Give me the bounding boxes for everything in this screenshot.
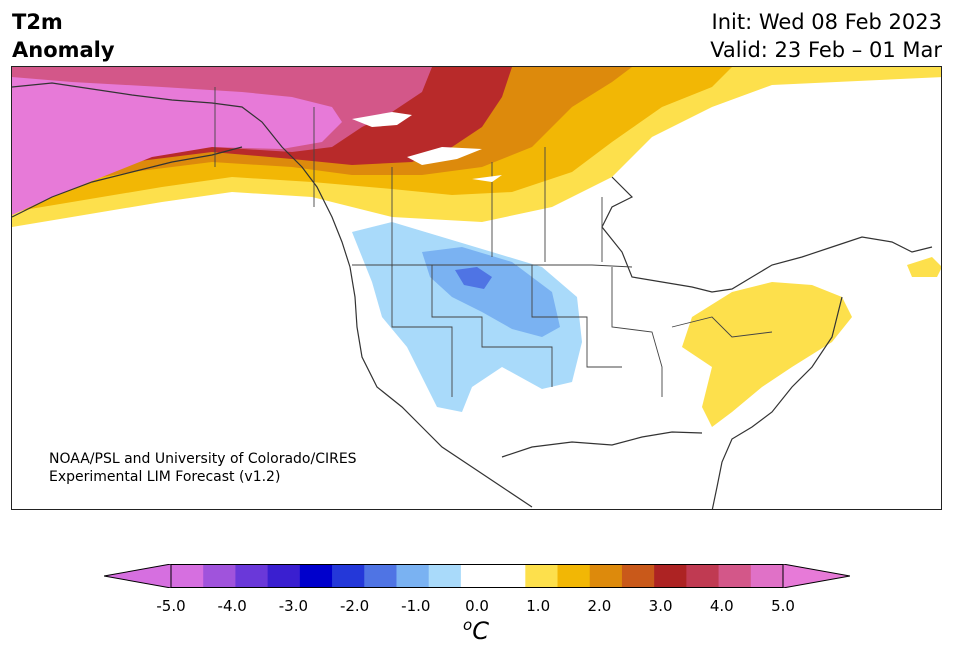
init-date: Init: Wed 08 Feb 2023 bbox=[711, 10, 942, 34]
colorbar-extend-high bbox=[782, 563, 851, 589]
colorbar-segment bbox=[557, 564, 591, 588]
colorbar-tick-label: 2.0 bbox=[587, 597, 612, 615]
colorbar-svg bbox=[103, 563, 851, 589]
colorbar-segment bbox=[332, 564, 365, 588]
credit-line-2: Experimental LIM Forecast (v1.2) bbox=[49, 469, 281, 485]
warm-northeast-region bbox=[682, 282, 852, 427]
lake-athabasca bbox=[472, 175, 502, 182]
warm-maritime-region bbox=[907, 257, 941, 277]
colorbar-segment bbox=[525, 564, 559, 588]
colorbar-tick-label: -1.0 bbox=[401, 597, 431, 615]
valid-dates: Valid: 23 Feb – 01 Mar bbox=[710, 38, 942, 62]
unit-degree: o bbox=[463, 616, 473, 634]
lake-great-bear bbox=[352, 112, 412, 127]
credit-line-1: NOAA/PSL and University of Colorado/CIRE… bbox=[49, 451, 357, 467]
colorbar-tick-label: 0.0 bbox=[465, 597, 489, 615]
colorbar-unit: oC bbox=[463, 616, 489, 645]
colorbar-segment bbox=[171, 564, 204, 588]
colorbar bbox=[103, 563, 851, 592]
colorbar-segment bbox=[267, 564, 301, 588]
colorbar-segment bbox=[686, 564, 720, 588]
colorbar-tick-label: 5.0 bbox=[771, 597, 795, 615]
colorbar-segment bbox=[396, 564, 430, 588]
colorbar-tick-label: 1.0 bbox=[526, 597, 551, 615]
map-title: T2m Anomaly bbox=[12, 8, 115, 64]
cold-mid-region bbox=[422, 247, 560, 337]
colorbar-segment bbox=[589, 564, 623, 588]
warm-magenta-region bbox=[12, 77, 342, 215]
title-line-anomaly: Anomaly bbox=[12, 38, 115, 62]
colorbar-tick-label: -2.0 bbox=[339, 597, 370, 615]
colorbar-segment bbox=[621, 564, 655, 588]
colorbar-segment bbox=[428, 564, 462, 588]
colorbar-segment bbox=[718, 564, 752, 588]
colorbar-extend-low bbox=[103, 563, 172, 589]
map-credit: NOAA/PSL and University of Colorado/CIRE… bbox=[49, 450, 357, 486]
colorbar-tick-label: 3.0 bbox=[648, 597, 673, 615]
colorbar-tick-label: -3.0 bbox=[278, 597, 309, 615]
colorbar-segment bbox=[750, 564, 784, 588]
colorbar-border bbox=[170, 564, 784, 588]
colorbar-segment bbox=[460, 564, 494, 588]
anomaly-map bbox=[11, 66, 942, 510]
colorbar-segment bbox=[203, 564, 236, 588]
cold-deep-region bbox=[455, 267, 492, 289]
colorbar-segment bbox=[364, 564, 397, 588]
colorbar-tick-label: -5.0 bbox=[156, 597, 186, 615]
colorbar-segment bbox=[235, 564, 269, 588]
political-borders bbox=[214, 87, 773, 397]
colorbar-segment bbox=[654, 564, 687, 588]
unit-letter: C bbox=[472, 617, 489, 645]
lake-great-slave bbox=[407, 147, 482, 165]
colorbar-tick-label: -4.0 bbox=[217, 597, 247, 615]
forecast-dates: Init: Wed 08 Feb 2023 Valid: 23 Feb – 01… bbox=[710, 8, 942, 64]
title-line-variable: T2m bbox=[12, 10, 63, 34]
colorbar-segment bbox=[299, 564, 333, 588]
map-svg bbox=[12, 67, 941, 509]
coastlines bbox=[12, 82, 933, 509]
colorbar-tick-label: 4.0 bbox=[709, 597, 734, 615]
colorbar-segment bbox=[493, 564, 526, 588]
